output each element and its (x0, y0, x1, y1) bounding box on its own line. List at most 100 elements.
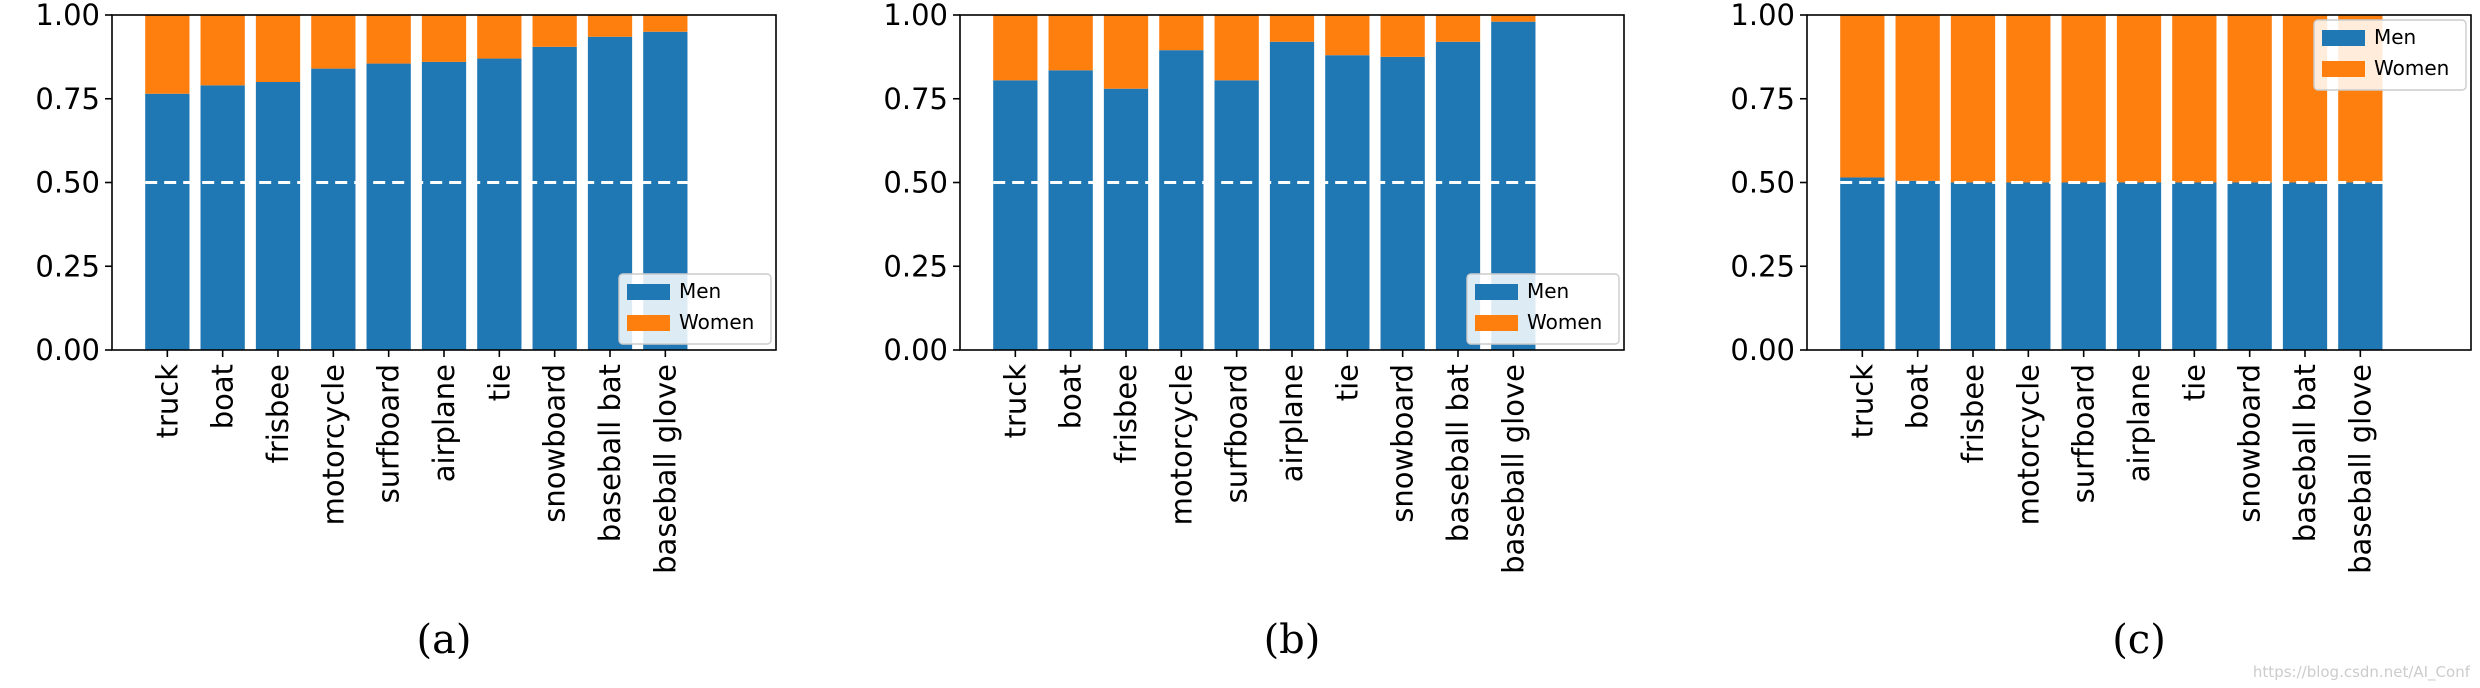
x-tick-label-baseball-bat: baseball bat (1441, 364, 1475, 542)
bar-men-boat (200, 85, 245, 350)
bar-women-snowboard (1380, 15, 1425, 57)
bar-women-snowboard (532, 15, 577, 47)
legend-label-women: Women (1527, 310, 1602, 334)
y-tick-label: 1.00 (1730, 0, 1795, 32)
bar-men-truck (1840, 177, 1885, 350)
legend-label-men: Men (1527, 279, 1569, 303)
y-tick-label: 0.25 (1730, 249, 1795, 283)
x-tick-label-motorcycle: motorcycle (316, 364, 350, 525)
y-tick-label: 0.00 (883, 333, 948, 367)
y-tick-label: 0.50 (35, 166, 100, 200)
y-tick-label: 0.25 (883, 249, 948, 283)
x-tick-label-airplane: airplane (2122, 364, 2156, 482)
bar-men-snowboard (1380, 56, 1425, 351)
bar-men-tie (477, 58, 522, 351)
legend-label-women: Women (679, 310, 754, 334)
bar-women-baseball-glove (1491, 15, 1536, 22)
x-tick-label-snowboard: snowboard (1386, 364, 1420, 523)
bar-women-baseball-bat (587, 15, 633, 37)
y-tick-label: 0.75 (35, 82, 100, 116)
y-tick-label: 0.75 (883, 82, 948, 116)
y-tick-label: 0.25 (35, 249, 100, 283)
bar-women-motorcycle (2006, 15, 2051, 183)
bar-men-surfboard (366, 63, 411, 350)
caption: (a) (416, 617, 471, 663)
bar-women-frisbee (1103, 15, 1149, 89)
legend-swatch-women (627, 315, 670, 331)
x-tick-label-airplane: airplane (1275, 364, 1309, 482)
bar-men-frisbee (1950, 182, 1996, 350)
x-tick-label-tie: tie (2177, 364, 2211, 401)
bar-women-airplane (421, 15, 467, 62)
chart-panels: 0.00 0.25 0.50 0.75 1.00 truck boat frisbee moto… (35, 0, 2472, 663)
x-tick-label-frisbee: frisbee (1956, 364, 1990, 463)
chart-panel-1: 0.00 0.25 0.50 0.75 1.00 truck boat frisbee moto… (883, 0, 1625, 663)
y-tick-label: 0.00 (35, 333, 100, 367)
x-tick-label-snowboard: snowboard (2233, 364, 2267, 523)
bar-women-frisbee (1950, 15, 1996, 183)
x-tick-label-airplane: airplane (427, 364, 461, 482)
x-tick-label-snowboard: snowboard (538, 364, 572, 523)
x-tick-label-baseball-glove: baseball glove (2343, 364, 2377, 574)
x-tick-label-tie: tie (1330, 364, 1364, 401)
bar-women-truck (145, 15, 190, 94)
bar-men-snowboard (2227, 182, 2272, 350)
x-tick-label-surfboard: surfboard (1220, 364, 1254, 503)
bar-women-baseball-glove (643, 15, 688, 32)
bar-women-tie (1325, 15, 1370, 56)
watermark-text: https://blog.csdn.net/AI_Conf (2253, 663, 2471, 682)
bar-women-surfboard (1214, 15, 1259, 81)
x-tick-label-baseball-glove: baseball glove (1496, 364, 1530, 574)
x-tick-label-boat: boat (1054, 364, 1088, 429)
x-tick-label-truck: truck (1845, 364, 1879, 439)
x-tick-label-truck: truck (998, 364, 1032, 439)
x-tick-label-motorcycle: motorcycle (2011, 364, 2045, 525)
bar-men-snowboard (532, 46, 577, 350)
bar-men-airplane (1269, 41, 1315, 351)
bar-women-surfboard (2061, 15, 2106, 183)
bar-women-surfboard (366, 15, 411, 64)
legend-swatch-men (1475, 284, 1518, 300)
bar-women-boat (1895, 15, 1940, 181)
x-tick-label-motorcycle: motorcycle (1164, 364, 1198, 525)
legend-swatch-women (1475, 315, 1518, 331)
y-tick-label: 1.00 (35, 0, 100, 32)
bar-men-surfboard (1214, 80, 1259, 350)
bar-women-motorcycle (311, 15, 356, 69)
y-tick-label: 0.75 (1730, 82, 1795, 116)
chart-panel-2: 0.00 0.25 0.50 0.75 1.00 truck boat frisbee moto… (1730, 0, 2472, 663)
legend-label-men: Men (679, 279, 721, 303)
x-tick-label-baseball-glove: baseball glove (648, 364, 682, 574)
bar-men-surfboard (2061, 182, 2106, 350)
bar-men-airplane (2116, 182, 2162, 350)
legend-swatch-men (2322, 30, 2365, 46)
bar-women-boat (1048, 15, 1093, 71)
caption: (c) (2112, 617, 2166, 663)
bar-men-truck (993, 80, 1038, 350)
x-tick-label-truck: truck (150, 364, 184, 439)
x-tick-label-boat: boat (1901, 364, 1935, 429)
x-tick-label-surfboard: surfboard (372, 364, 406, 503)
caption: (b) (1264, 617, 1321, 663)
x-tick-label-surfboard: surfboard (2067, 364, 2101, 503)
bar-men-truck (145, 93, 190, 350)
bar-men-motorcycle (311, 68, 356, 350)
x-tick-label-frisbee: frisbee (1109, 364, 1143, 463)
chart-panel-0: 0.00 0.25 0.50 0.75 1.00 truck boat frisbee moto… (35, 0, 777, 663)
bar-men-airplane (421, 61, 467, 351)
y-tick-label: 0.00 (1730, 333, 1795, 367)
bar-women-airplane (2116, 15, 2162, 183)
legend-swatch-women (2322, 61, 2365, 77)
bar-women-motorcycle (1159, 15, 1204, 51)
y-tick-label: 0.50 (883, 166, 948, 200)
bar-women-boat (200, 15, 245, 86)
bar-men-motorcycle (1159, 50, 1204, 351)
bar-men-frisbee (1103, 88, 1149, 350)
legend-swatch-men (627, 284, 670, 300)
bar-men-motorcycle (2006, 182, 2051, 350)
bar-women-tie (477, 15, 522, 59)
y-tick-label: 0.50 (1730, 166, 1795, 200)
legend-label-women: Women (2374, 56, 2449, 80)
legend-label-men: Men (2374, 25, 2416, 49)
